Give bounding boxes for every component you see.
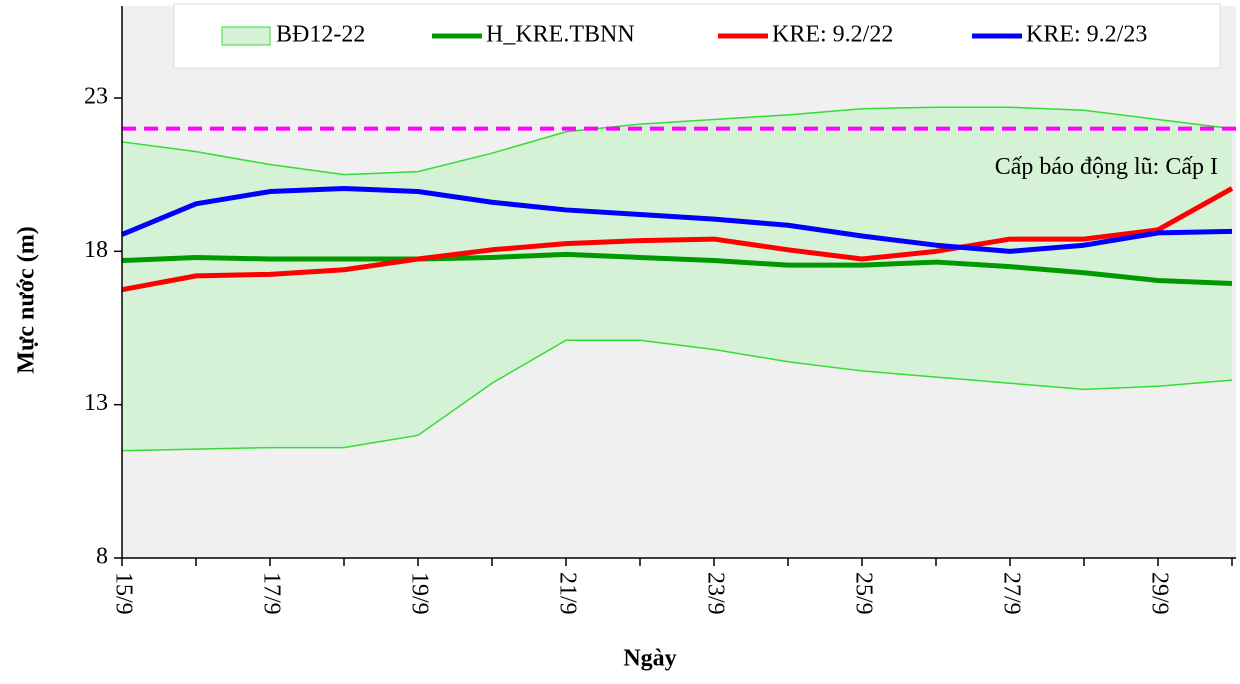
legend-label: KRE: 9.2/22 <box>772 22 893 48</box>
x-tick-label: 27/9 <box>998 572 1024 615</box>
alarm-label: Cấp báo động lũ: Cấp I <box>995 154 1218 180</box>
x-tick-label: 19/9 <box>406 572 432 615</box>
x-tick-label: 15/9 <box>110 572 136 615</box>
series-line <box>121 251 1233 287</box>
legend-label: H_KRE.TBNN <box>486 22 635 48</box>
x-tick-label: 23/9 <box>702 572 728 615</box>
y-tick-label: 18 <box>84 237 108 263</box>
band-edge <box>121 106 1233 176</box>
y-tick-label: 13 <box>84 390 108 416</box>
y-tick-label: 8 <box>96 544 108 570</box>
y-tick-label: 23 <box>84 84 108 110</box>
legend-swatch <box>221 26 271 46</box>
x-tick-label: 25/9 <box>850 572 876 615</box>
legend-label: BĐ12-22 <box>276 22 365 48</box>
legend-label: KRE: 9.2/23 <box>1026 22 1147 48</box>
x-tick-label: 21/9 <box>554 572 580 615</box>
x-axis-label: Ngày <box>623 646 676 672</box>
band-edge <box>121 339 1233 452</box>
legend-box <box>173 3 1221 69</box>
series-line <box>121 186 1234 293</box>
series-line <box>121 185 1233 254</box>
x-tick-label: 17/9 <box>258 572 284 615</box>
x-tick-label: 29/9 <box>1146 572 1172 615</box>
y-axis-label: Mực nước (m) <box>14 226 40 373</box>
